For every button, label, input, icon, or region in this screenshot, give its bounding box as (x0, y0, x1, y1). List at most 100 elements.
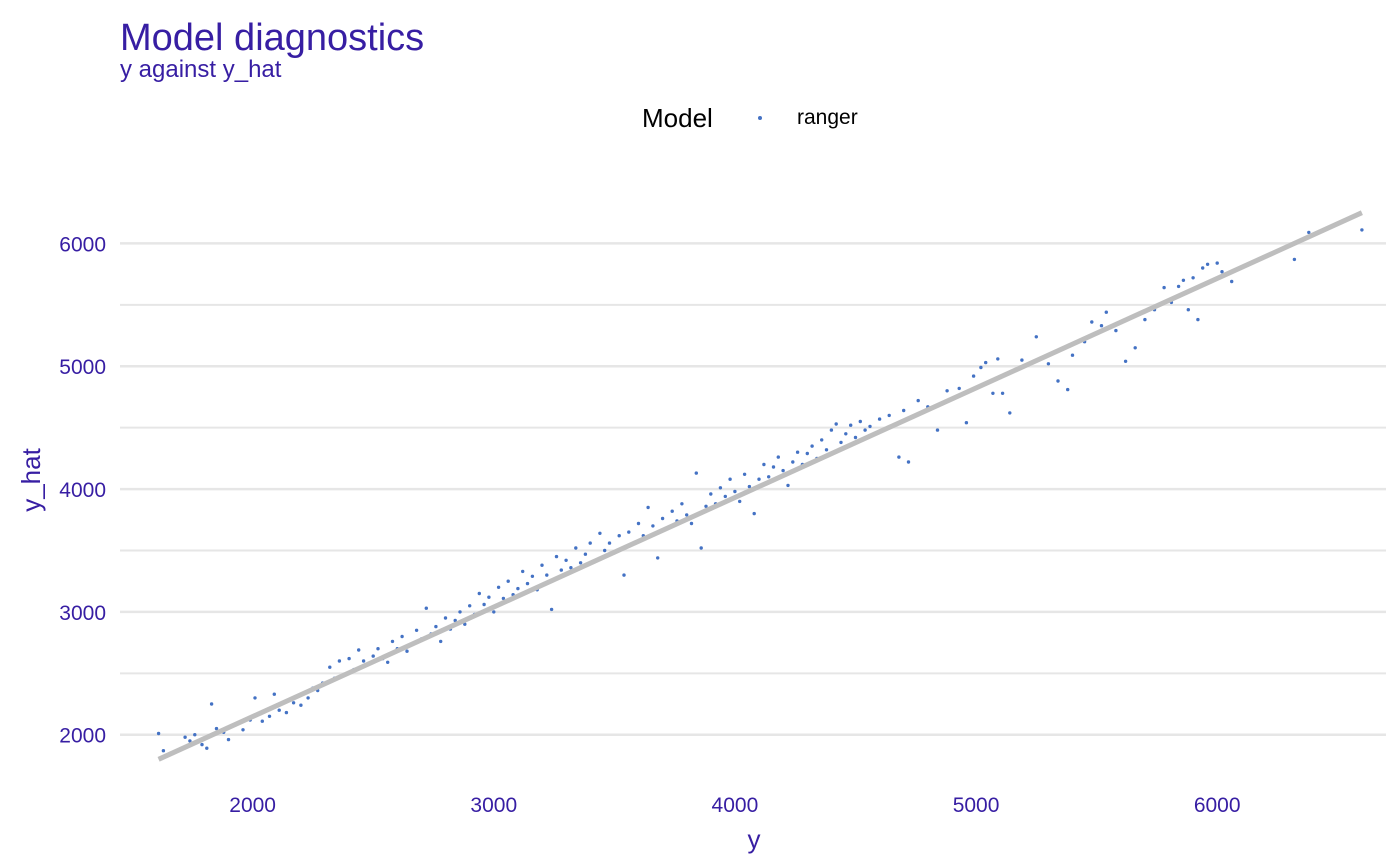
data-point (834, 422, 838, 426)
data-point (443, 616, 448, 620)
data-point (405, 649, 409, 653)
data-point (651, 524, 655, 528)
data-point (935, 428, 940, 432)
data-point (530, 574, 535, 578)
data-point (849, 423, 853, 427)
data-point (1191, 276, 1195, 280)
data-point (386, 660, 390, 664)
data-point (829, 428, 834, 432)
data-point (660, 516, 665, 521)
data-point (853, 435, 858, 440)
data-point (622, 573, 626, 577)
data-point (704, 504, 708, 508)
data-point (1205, 262, 1210, 266)
data-point (733, 489, 737, 494)
chart-subtitle: y against y_hat (120, 56, 282, 83)
data-point (482, 602, 486, 607)
data-point (390, 639, 395, 644)
data-point (337, 659, 342, 663)
data-point (738, 499, 742, 504)
data-point (241, 728, 245, 732)
data-point (540, 563, 544, 567)
data-point (636, 521, 641, 526)
data-point (991, 391, 995, 395)
data-point (506, 579, 510, 583)
data-point (1186, 308, 1191, 312)
data-point (964, 421, 969, 425)
data-point (916, 398, 920, 403)
data-point (376, 647, 380, 651)
data-point (1196, 317, 1200, 322)
data-point (957, 386, 961, 391)
data-point (694, 471, 698, 475)
data-point (723, 494, 727, 499)
data-point (984, 360, 988, 365)
data-point (728, 477, 732, 481)
data-point (709, 492, 713, 496)
x-tick-label: 2000 (229, 794, 276, 817)
data-point (260, 719, 264, 723)
data-point (1000, 391, 1005, 395)
data-point (156, 731, 161, 736)
data-point (414, 628, 419, 632)
y-tick-label: 2000 (59, 725, 106, 748)
data-point (492, 610, 496, 614)
data-point (839, 440, 843, 445)
data-point (627, 530, 631, 534)
data-point (1020, 358, 1024, 362)
data-point (689, 521, 694, 526)
reference-line-layer (157, 210, 1363, 762)
data-point (487, 595, 491, 599)
data-point (161, 749, 166, 753)
data-point (603, 548, 607, 553)
data-point (1307, 230, 1311, 235)
data-point (877, 417, 882, 421)
data-point (1123, 359, 1128, 363)
legend-title: Model (642, 103, 713, 133)
data-point (253, 696, 257, 700)
data-point (1056, 379, 1060, 383)
data-point (752, 511, 756, 516)
data-point (1104, 310, 1109, 314)
data-point (559, 568, 563, 572)
data-point (477, 591, 481, 596)
data-point (1230, 279, 1234, 284)
data-point (1046, 362, 1051, 366)
data-point (1070, 353, 1075, 357)
data-point (945, 389, 949, 393)
data-point (291, 701, 296, 705)
data-point (1292, 257, 1297, 262)
data-point (205, 746, 209, 750)
data-point (549, 607, 554, 612)
x-axis-label: y (748, 824, 761, 854)
data-point (209, 702, 214, 706)
data-point (781, 468, 785, 473)
data-point (193, 733, 197, 737)
data-point (501, 596, 506, 601)
data-point (996, 357, 1000, 361)
data-point (1034, 335, 1039, 339)
data-point (371, 654, 375, 658)
data-point (805, 451, 809, 456)
x-tick-label: 5000 (953, 794, 1000, 817)
data-point (1143, 317, 1147, 322)
data-point (844, 432, 848, 436)
data-point (357, 648, 361, 652)
data-point (200, 742, 204, 747)
legend: Model ranger (642, 103, 858, 133)
data-point (468, 604, 472, 608)
data-point (578, 561, 583, 565)
data-point (906, 460, 911, 464)
data-point (545, 573, 549, 577)
data-point (328, 665, 332, 669)
y-tick-labels: 2000 3000 4000 5000 6000 (59, 233, 106, 747)
data-point (617, 534, 621, 538)
data-point (1008, 411, 1012, 415)
data-point (306, 696, 310, 700)
data-point (463, 622, 467, 626)
data-point (747, 484, 752, 489)
data-point (902, 408, 906, 413)
data-point (670, 509, 674, 513)
data-point (299, 703, 303, 707)
data-point (277, 708, 281, 712)
